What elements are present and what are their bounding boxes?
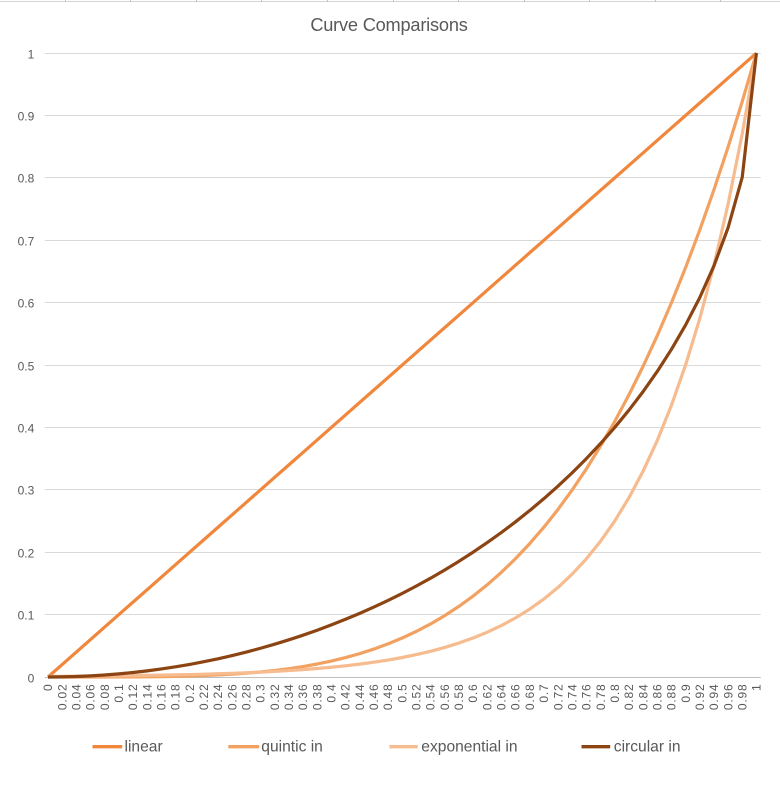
svg-text:0.7: 0.7 xyxy=(18,235,35,249)
svg-text:0.58: 0.58 xyxy=(452,684,466,711)
svg-text:1: 1 xyxy=(750,684,764,691)
svg-text:1: 1 xyxy=(28,48,35,62)
svg-text:0.18: 0.18 xyxy=(169,684,183,711)
svg-text:0.2: 0.2 xyxy=(183,684,197,703)
svg-text:0: 0 xyxy=(28,672,35,686)
svg-text:quintic in: quintic in xyxy=(261,738,323,755)
svg-text:0.56: 0.56 xyxy=(438,684,452,711)
svg-text:0.94: 0.94 xyxy=(707,684,721,711)
svg-text:exponential in: exponential in xyxy=(421,738,517,755)
svg-text:0.46: 0.46 xyxy=(367,684,381,711)
svg-text:0.6: 0.6 xyxy=(18,297,35,311)
svg-text:0.38: 0.38 xyxy=(310,684,324,711)
svg-text:0.86: 0.86 xyxy=(650,684,664,711)
svg-text:0.32: 0.32 xyxy=(268,684,282,711)
svg-text:0.5: 0.5 xyxy=(18,360,35,374)
svg-text:0.12: 0.12 xyxy=(126,684,140,711)
svg-text:0.08: 0.08 xyxy=(98,684,112,711)
svg-text:0.3: 0.3 xyxy=(18,484,35,498)
svg-text:0.72: 0.72 xyxy=(551,684,565,711)
svg-text:0: 0 xyxy=(41,684,55,691)
svg-text:0.26: 0.26 xyxy=(225,684,239,711)
svg-text:0.78: 0.78 xyxy=(594,684,608,711)
svg-text:0.04: 0.04 xyxy=(70,684,84,711)
svg-text:0.28: 0.28 xyxy=(240,684,254,711)
svg-text:0.68: 0.68 xyxy=(523,684,537,711)
svg-text:0.64: 0.64 xyxy=(495,684,509,711)
svg-text:0.8: 0.8 xyxy=(608,684,622,703)
svg-text:0.98: 0.98 xyxy=(735,684,749,711)
svg-text:0.82: 0.82 xyxy=(622,684,636,711)
svg-text:0.9: 0.9 xyxy=(679,684,693,703)
svg-text:0.96: 0.96 xyxy=(721,684,735,711)
svg-text:0.76: 0.76 xyxy=(580,684,594,711)
svg-text:0.4: 0.4 xyxy=(18,422,35,436)
svg-text:0.16: 0.16 xyxy=(155,684,169,711)
svg-text:0.48: 0.48 xyxy=(381,684,395,711)
svg-text:0.22: 0.22 xyxy=(197,684,211,711)
svg-text:0.02: 0.02 xyxy=(55,684,69,711)
svg-text:0.8: 0.8 xyxy=(18,172,35,186)
svg-text:circular in: circular in xyxy=(614,738,681,755)
svg-text:0.24: 0.24 xyxy=(211,684,225,711)
svg-text:0.1: 0.1 xyxy=(18,609,35,623)
svg-text:0.42: 0.42 xyxy=(339,684,353,711)
svg-text:0.52: 0.52 xyxy=(410,684,424,711)
svg-text:linear: linear xyxy=(125,738,163,755)
svg-text:0.3: 0.3 xyxy=(254,684,268,703)
svg-text:0.92: 0.92 xyxy=(693,684,707,711)
svg-text:0.1: 0.1 xyxy=(112,684,126,703)
svg-text:0.06: 0.06 xyxy=(84,684,98,711)
svg-text:0.14: 0.14 xyxy=(140,684,154,711)
svg-text:0.66: 0.66 xyxy=(509,684,523,711)
svg-text:0.4: 0.4 xyxy=(325,684,339,703)
svg-text:0.88: 0.88 xyxy=(665,684,679,711)
svg-text:0.7: 0.7 xyxy=(537,684,551,703)
svg-text:0.84: 0.84 xyxy=(636,684,650,711)
svg-text:0.34: 0.34 xyxy=(282,684,296,711)
svg-text:0.9: 0.9 xyxy=(18,110,35,124)
svg-text:0.5: 0.5 xyxy=(395,684,409,703)
svg-text:0.74: 0.74 xyxy=(565,684,579,711)
svg-text:0.36: 0.36 xyxy=(296,684,310,711)
svg-text:0.2: 0.2 xyxy=(18,547,35,561)
svg-text:0.6: 0.6 xyxy=(466,684,480,703)
svg-text:0.44: 0.44 xyxy=(353,684,367,711)
svg-text:Curve Comparisons: Curve Comparisons xyxy=(310,15,467,35)
svg-text:0.54: 0.54 xyxy=(424,684,438,711)
svg-text:0.62: 0.62 xyxy=(480,684,494,711)
